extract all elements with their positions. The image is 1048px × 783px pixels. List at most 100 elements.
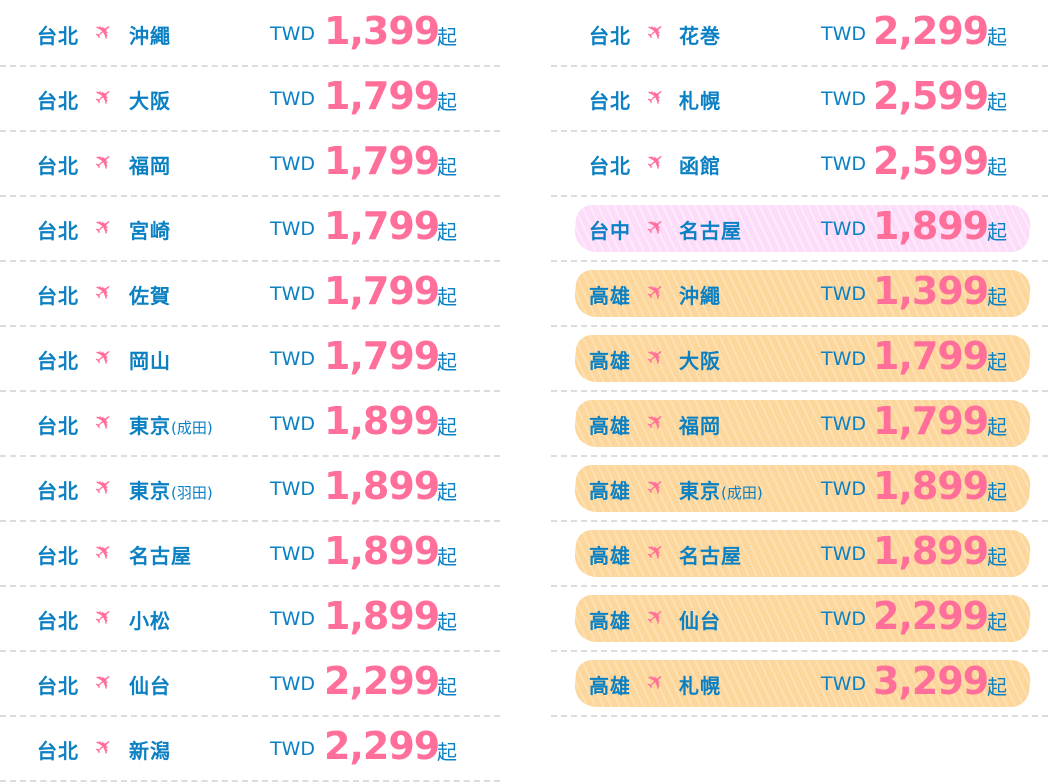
airplane-icon: ✈	[89, 16, 120, 49]
price-suffix: 起	[987, 480, 1007, 504]
route-row[interactable]: 台北 ✈ 仙台 TWD 2,299 起	[0, 652, 500, 717]
price-amount: 2,599	[873, 74, 989, 118]
route-row[interactable]: 高雄 ✈ 仙台 TWD 2,299 起	[551, 587, 1048, 652]
destination-name: 名古屋	[679, 219, 742, 243]
price-amount: 2,299	[873, 9, 989, 53]
currency-label: TWD	[821, 478, 867, 500]
destination-name: 大阪	[679, 349, 721, 373]
destination-name: 沖繩	[679, 284, 721, 308]
route-row[interactable]: 台北 ✈ 大阪 TWD 1,799 起	[0, 67, 500, 132]
destination-name: 宮崎	[129, 219, 171, 243]
destination-city: 大阪	[679, 345, 721, 374]
route-row[interactable]: 高雄 ✈ 沖繩 TWD 1,399 起	[551, 262, 1048, 327]
price-suffix: 起	[987, 155, 1007, 179]
route-row[interactable]: 台北 ✈ 函館 TWD 2,599 起	[551, 132, 1048, 197]
origin-city: 高雄	[589, 609, 631, 633]
currency-label: TWD	[270, 348, 316, 370]
price-amount: 1,899	[873, 529, 989, 573]
airplane-icon: ✈	[89, 341, 120, 374]
route-row[interactable]: 台北 ✈ 佐賀 TWD 1,799 起	[0, 262, 500, 327]
route-row[interactable]: 高雄 ✈ 大阪 TWD 1,799 起	[551, 327, 1048, 392]
airplane-icon: ✈	[89, 471, 120, 504]
route-row[interactable]: 台北 ✈ 福岡 TWD 1,799 起	[0, 132, 500, 197]
origin-city: 台北	[37, 284, 79, 308]
destination-name: 名古屋	[679, 544, 742, 568]
route-row[interactable]: 台北 ✈ 岡山 TWD 1,799 起	[0, 327, 500, 392]
price-suffix: 起	[437, 155, 457, 179]
destination-name: 名古屋	[129, 544, 192, 568]
price-suffix: 起	[437, 480, 457, 504]
airplane-icon: ✈	[89, 666, 120, 699]
currency-label: TWD	[270, 608, 316, 630]
currency-label: TWD	[270, 153, 316, 175]
route-row[interactable]: 台北 ✈ 新潟 TWD 2,299 起	[0, 717, 500, 782]
origin-city: 高雄	[589, 479, 631, 503]
destination-city: 福岡	[129, 150, 171, 179]
route-row[interactable]: 台北 ✈ 小松 TWD 1,899 起	[0, 587, 500, 652]
destination-city: 新潟	[129, 735, 171, 764]
price-suffix: 起	[437, 350, 457, 374]
currency-label: TWD	[270, 23, 316, 45]
origin-city: 台北	[37, 24, 79, 48]
destination-city: 福岡	[679, 410, 721, 439]
destination-name: 佐賀	[129, 284, 171, 308]
origin-city: 台北	[37, 479, 79, 503]
destination-city: 岡山	[129, 345, 171, 374]
currency-label: TWD	[821, 218, 867, 240]
destination-city: 名古屋	[129, 540, 192, 569]
destination-city: 函館	[679, 150, 721, 179]
destination-name: 仙台	[129, 674, 171, 698]
currency-label: TWD	[270, 543, 316, 565]
price-amount: 1,799	[873, 399, 989, 443]
route-row[interactable]: 台北 ✈ 東京(成田) TWD 1,899 起	[0, 392, 500, 457]
price-amount: 2,299	[324, 724, 440, 768]
price-amount: 2,599	[873, 139, 989, 183]
origin-city: 台北	[589, 24, 631, 48]
airplane-icon: ✈	[89, 601, 120, 634]
origin-city: 台北	[37, 544, 79, 568]
price-suffix: 起	[437, 25, 457, 49]
route-row[interactable]: 台北 ✈ 沖繩 TWD 1,399 起	[0, 2, 500, 67]
destination-name: 東京	[129, 479, 171, 503]
route-row[interactable]: 高雄 ✈ 名古屋 TWD 1,899 起	[551, 522, 1048, 587]
destination-name: 札幌	[679, 674, 721, 698]
origin-city: 台北	[37, 89, 79, 113]
price-suffix: 起	[437, 675, 457, 699]
route-row[interactable]: 台北 ✈ 東京(羽田) TWD 1,899 起	[0, 457, 500, 522]
route-row[interactable]: 台北 ✈ 名古屋 TWD 1,899 起	[0, 522, 500, 587]
destination-city: 小松	[129, 605, 171, 634]
airport-note: (成田)	[171, 419, 213, 437]
destination-name: 札幌	[679, 89, 721, 113]
route-row[interactable]: 高雄 ✈ 札幌 TWD 3,299 起	[551, 652, 1048, 717]
price-suffix: 起	[987, 350, 1007, 374]
destination-city: 東京(羽田)	[129, 475, 213, 504]
price-suffix: 起	[987, 220, 1007, 244]
currency-label: TWD	[821, 608, 867, 630]
origin-city: 高雄	[589, 674, 631, 698]
route-row[interactable]: 台北 ✈ 宮崎 TWD 1,799 起	[0, 197, 500, 262]
price-suffix: 起	[437, 285, 457, 309]
route-row[interactable]: 台北 ✈ 花巻 TWD 2,299 起	[551, 2, 1048, 67]
destination-city: 沖繩	[129, 20, 171, 49]
currency-label: TWD	[821, 348, 867, 370]
airplane-icon: ✈	[89, 211, 120, 244]
destination-city: 沖繩	[679, 280, 721, 309]
price-amount: 1,399	[873, 269, 989, 313]
route-row[interactable]: 高雄 ✈ 福岡 TWD 1,799 起	[551, 392, 1048, 457]
route-row[interactable]: 高雄 ✈ 東京(成田) TWD 1,899 起	[551, 457, 1048, 522]
price-amount: 1,799	[324, 334, 440, 378]
destination-city: 札幌	[679, 85, 721, 114]
destination-name: 福岡	[129, 154, 171, 178]
price-suffix: 起	[987, 90, 1007, 114]
destination-city: 名古屋	[679, 540, 742, 569]
currency-label: TWD	[821, 673, 867, 695]
route-row[interactable]: 台北 ✈ 札幌 TWD 2,599 起	[551, 67, 1048, 132]
route-row[interactable]: 台中 ✈ 名古屋 TWD 1,899 起	[551, 197, 1048, 262]
price-amount: 3,299	[873, 659, 989, 703]
origin-city: 台北	[589, 154, 631, 178]
destination-name: 函館	[679, 154, 721, 178]
currency-label: TWD	[821, 283, 867, 305]
origin-city: 台北	[589, 89, 631, 113]
currency-label: TWD	[270, 218, 316, 240]
price-amount: 1,799	[324, 139, 440, 183]
